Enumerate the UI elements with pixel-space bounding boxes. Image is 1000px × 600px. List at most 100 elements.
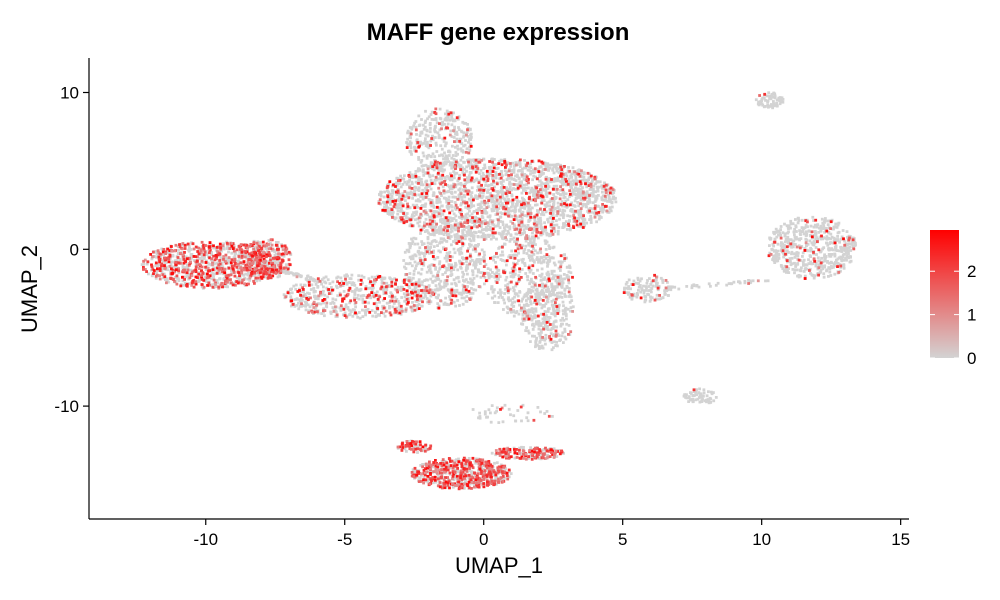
cell-point (783, 222, 786, 226)
cell-point (785, 271, 788, 274)
cell-point (536, 167, 540, 171)
cell-point (408, 171, 412, 174)
cell-point (820, 217, 824, 221)
cell-point (449, 161, 452, 165)
cell-point (544, 210, 548, 214)
cell-point (714, 396, 718, 399)
cell-point (769, 237, 773, 240)
cell-point (442, 196, 446, 200)
cell-point (486, 267, 490, 270)
cell-point (848, 242, 852, 246)
cell-point (395, 298, 399, 301)
cell-point (338, 306, 342, 310)
cell-point (525, 299, 528, 302)
cell-point (476, 217, 480, 220)
cell-point (439, 209, 443, 212)
cell-point (554, 278, 558, 282)
cell-point (405, 194, 409, 197)
cell-point (661, 278, 664, 282)
cell-point (841, 229, 845, 232)
cell-point (486, 233, 490, 237)
cell-point (434, 267, 437, 271)
cell-point (464, 299, 468, 303)
cell-point (566, 307, 570, 311)
cell-point (540, 282, 544, 286)
cell-point (531, 257, 534, 261)
cell-point (507, 199, 511, 203)
cell-point (484, 183, 488, 187)
cell-point (597, 205, 600, 208)
cell-point (588, 207, 592, 210)
cell-point (438, 116, 442, 120)
cell-point (441, 137, 445, 141)
cell-point (473, 223, 477, 227)
cell-point (438, 165, 442, 169)
cell-point (532, 194, 535, 198)
cell-point (353, 293, 357, 296)
cell-point (460, 198, 464, 202)
cell-point (295, 297, 299, 301)
cell-point (454, 154, 458, 157)
cell-point (498, 190, 502, 194)
cell-point (417, 294, 421, 298)
cell-point (445, 302, 449, 306)
cell-point (490, 285, 494, 289)
cell-point (555, 219, 558, 223)
cell-point (420, 195, 424, 198)
cell-point (458, 174, 462, 178)
cell-point (836, 238, 840, 241)
cell-point (395, 183, 399, 187)
cell-point (812, 219, 815, 222)
cell-point (222, 242, 225, 246)
cell-point (431, 152, 435, 156)
cell-point (815, 225, 819, 229)
cell-point (544, 316, 547, 320)
cell-point (508, 287, 512, 291)
cell-point (545, 272, 549, 276)
cell-point (656, 281, 659, 285)
cell-point (476, 244, 480, 248)
cell-point (369, 296, 373, 300)
cell-point (164, 278, 167, 281)
cell-point (525, 294, 528, 298)
cell-point (775, 250, 778, 254)
cell-point (483, 163, 487, 167)
cell-point (511, 297, 515, 301)
cell-point (850, 242, 854, 246)
cell-point (628, 295, 632, 299)
cell-point (571, 183, 575, 187)
cell-point (559, 274, 563, 278)
cell-point (398, 304, 402, 308)
cell-point (823, 219, 827, 223)
cell-point (493, 185, 496, 189)
cell-point (476, 203, 480, 207)
cell-point (581, 178, 584, 182)
cell-point (436, 163, 440, 167)
cell-point (771, 242, 775, 246)
cell-point (343, 311, 347, 315)
cell-point (508, 180, 512, 184)
cell-point (530, 188, 534, 192)
cell-point (836, 257, 840, 261)
cell-point (491, 197, 495, 201)
cell-point (490, 296, 494, 300)
cell-point (341, 284, 345, 287)
cell-point (497, 296, 501, 299)
cell-point (520, 191, 524, 195)
cell-point (493, 200, 497, 204)
cell-point (602, 208, 605, 211)
cell-point (413, 121, 416, 125)
cell-point (805, 244, 808, 247)
cell-point (475, 220, 479, 224)
cell-point (460, 240, 464, 244)
cell-point (819, 229, 823, 233)
cell-point (543, 310, 547, 313)
cell-point (502, 179, 505, 183)
cell-point (527, 207, 531, 211)
cell-point (515, 292, 519, 296)
cell-point (538, 333, 542, 337)
cell-point (450, 200, 454, 203)
cell-point (779, 99, 783, 103)
cell-point (569, 295, 573, 299)
cell-point (507, 296, 510, 300)
